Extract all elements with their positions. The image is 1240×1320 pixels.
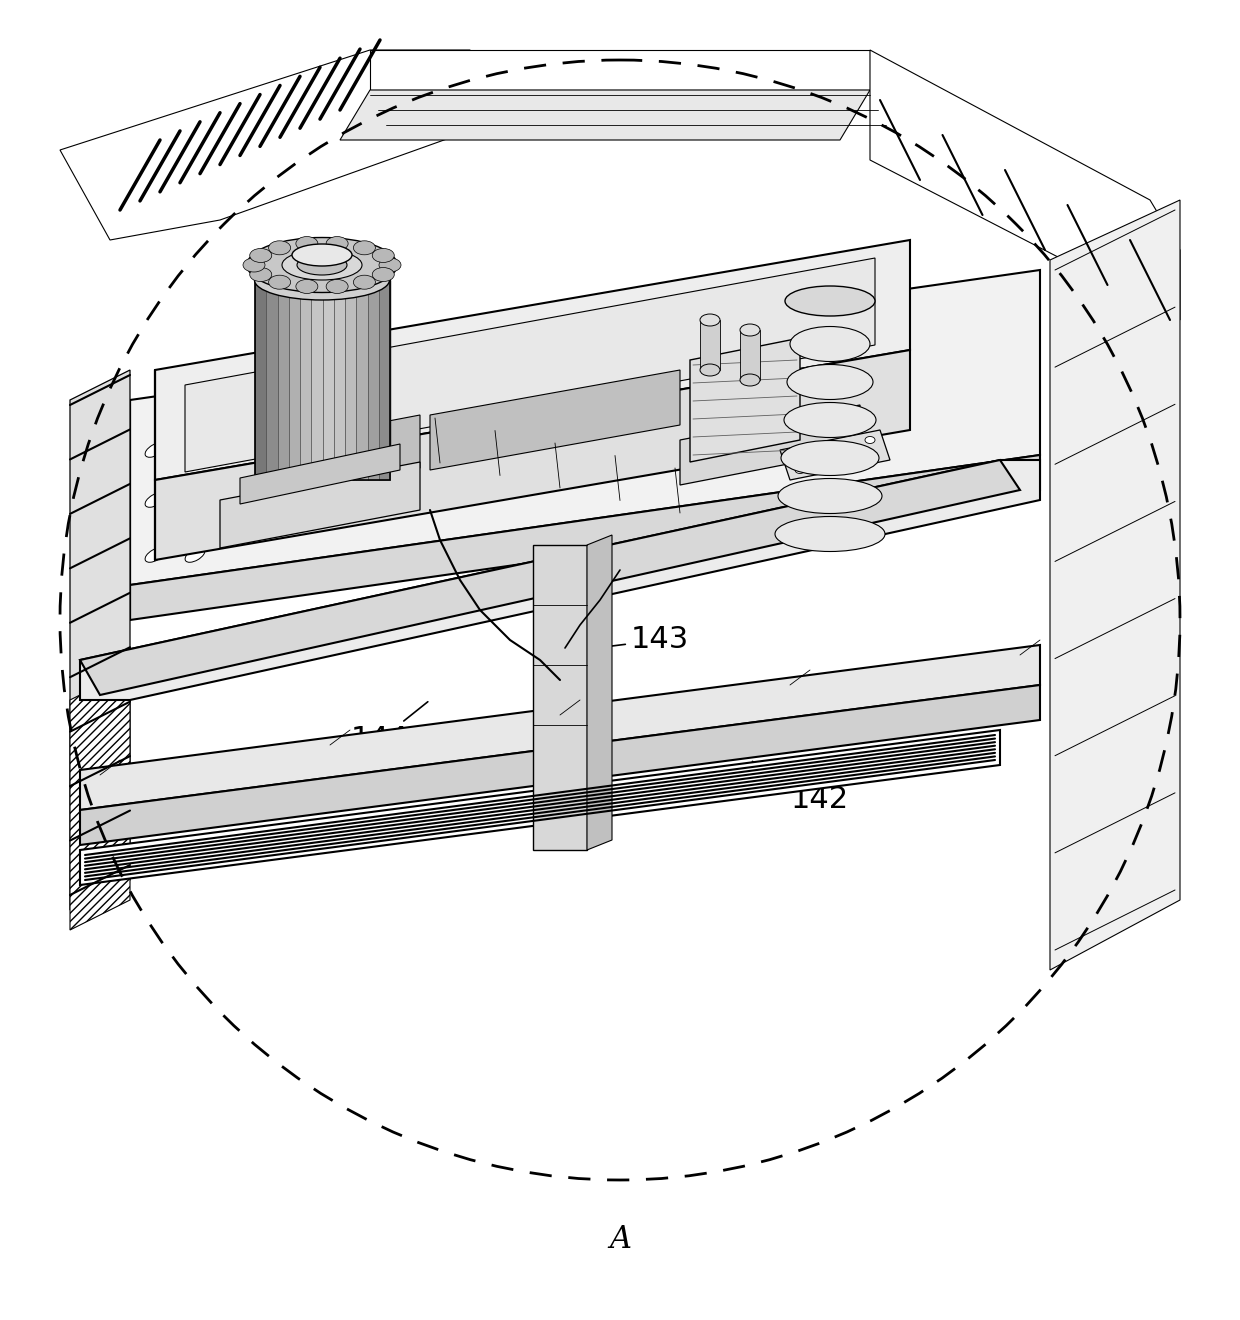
- Ellipse shape: [269, 240, 290, 255]
- Ellipse shape: [701, 364, 720, 376]
- Ellipse shape: [165, 422, 185, 437]
- Polygon shape: [587, 535, 613, 850]
- Ellipse shape: [795, 466, 805, 474]
- Polygon shape: [255, 280, 391, 480]
- Ellipse shape: [775, 516, 885, 552]
- Polygon shape: [185, 257, 875, 473]
- Ellipse shape: [296, 236, 317, 251]
- Polygon shape: [81, 730, 999, 884]
- Ellipse shape: [549, 339, 570, 351]
- Polygon shape: [311, 280, 322, 480]
- Polygon shape: [130, 271, 1040, 585]
- Ellipse shape: [790, 326, 870, 362]
- Text: 144: 144: [351, 702, 428, 755]
- Polygon shape: [340, 90, 870, 140]
- Ellipse shape: [790, 450, 800, 458]
- Polygon shape: [345, 280, 356, 480]
- Ellipse shape: [549, 314, 570, 326]
- Ellipse shape: [353, 275, 376, 289]
- Ellipse shape: [296, 280, 317, 293]
- Ellipse shape: [249, 268, 272, 281]
- Polygon shape: [378, 280, 391, 480]
- Polygon shape: [255, 280, 267, 480]
- Polygon shape: [430, 370, 680, 470]
- Ellipse shape: [165, 473, 185, 487]
- Ellipse shape: [298, 255, 347, 275]
- Polygon shape: [1050, 201, 1180, 970]
- Polygon shape: [81, 645, 1040, 810]
- Text: A: A: [609, 1225, 631, 1255]
- Polygon shape: [289, 280, 300, 480]
- Ellipse shape: [498, 354, 521, 366]
- Polygon shape: [367, 280, 378, 480]
- Polygon shape: [370, 50, 870, 90]
- Ellipse shape: [787, 364, 873, 400]
- Polygon shape: [315, 414, 420, 488]
- Ellipse shape: [145, 442, 165, 457]
- Polygon shape: [81, 459, 1040, 700]
- Polygon shape: [267, 280, 278, 480]
- Ellipse shape: [145, 548, 165, 562]
- Ellipse shape: [599, 309, 621, 321]
- Ellipse shape: [701, 314, 720, 326]
- Polygon shape: [81, 459, 1021, 696]
- Ellipse shape: [243, 257, 265, 272]
- Polygon shape: [69, 671, 130, 931]
- Ellipse shape: [549, 364, 570, 376]
- Polygon shape: [278, 280, 289, 480]
- Ellipse shape: [781, 441, 879, 475]
- Ellipse shape: [247, 238, 397, 293]
- Text: 143: 143: [583, 626, 689, 655]
- Polygon shape: [300, 280, 311, 480]
- Ellipse shape: [379, 257, 401, 272]
- Polygon shape: [322, 280, 334, 480]
- Polygon shape: [780, 430, 890, 480]
- Ellipse shape: [249, 248, 272, 263]
- Ellipse shape: [291, 244, 352, 267]
- Ellipse shape: [866, 437, 875, 444]
- Ellipse shape: [740, 323, 760, 337]
- Polygon shape: [680, 405, 861, 484]
- Ellipse shape: [777, 479, 882, 513]
- Ellipse shape: [784, 403, 875, 437]
- Polygon shape: [69, 370, 130, 909]
- Polygon shape: [155, 350, 910, 560]
- Ellipse shape: [205, 413, 224, 428]
- Text: 142: 142: [753, 762, 849, 814]
- Polygon shape: [241, 444, 401, 504]
- Polygon shape: [334, 280, 345, 480]
- Polygon shape: [740, 330, 760, 380]
- Polygon shape: [689, 338, 800, 462]
- Ellipse shape: [326, 280, 348, 293]
- Ellipse shape: [269, 275, 290, 289]
- Polygon shape: [701, 319, 720, 370]
- Ellipse shape: [785, 286, 875, 315]
- Ellipse shape: [498, 325, 521, 335]
- Ellipse shape: [599, 334, 621, 346]
- Ellipse shape: [145, 492, 165, 507]
- Ellipse shape: [226, 408, 246, 422]
- Ellipse shape: [185, 492, 205, 507]
- Polygon shape: [870, 50, 1180, 319]
- Ellipse shape: [372, 248, 394, 263]
- Polygon shape: [155, 240, 910, 480]
- Ellipse shape: [326, 236, 348, 251]
- Ellipse shape: [254, 260, 389, 300]
- Ellipse shape: [740, 374, 760, 385]
- Polygon shape: [60, 50, 500, 240]
- Polygon shape: [81, 685, 1040, 845]
- Ellipse shape: [353, 240, 376, 255]
- Ellipse shape: [165, 523, 185, 537]
- Polygon shape: [130, 455, 1040, 620]
- Ellipse shape: [281, 249, 362, 280]
- Polygon shape: [533, 545, 587, 850]
- Ellipse shape: [372, 268, 394, 281]
- Polygon shape: [356, 280, 367, 480]
- Polygon shape: [219, 462, 420, 548]
- Text: 18: 18: [310, 265, 370, 437]
- Ellipse shape: [185, 548, 205, 562]
